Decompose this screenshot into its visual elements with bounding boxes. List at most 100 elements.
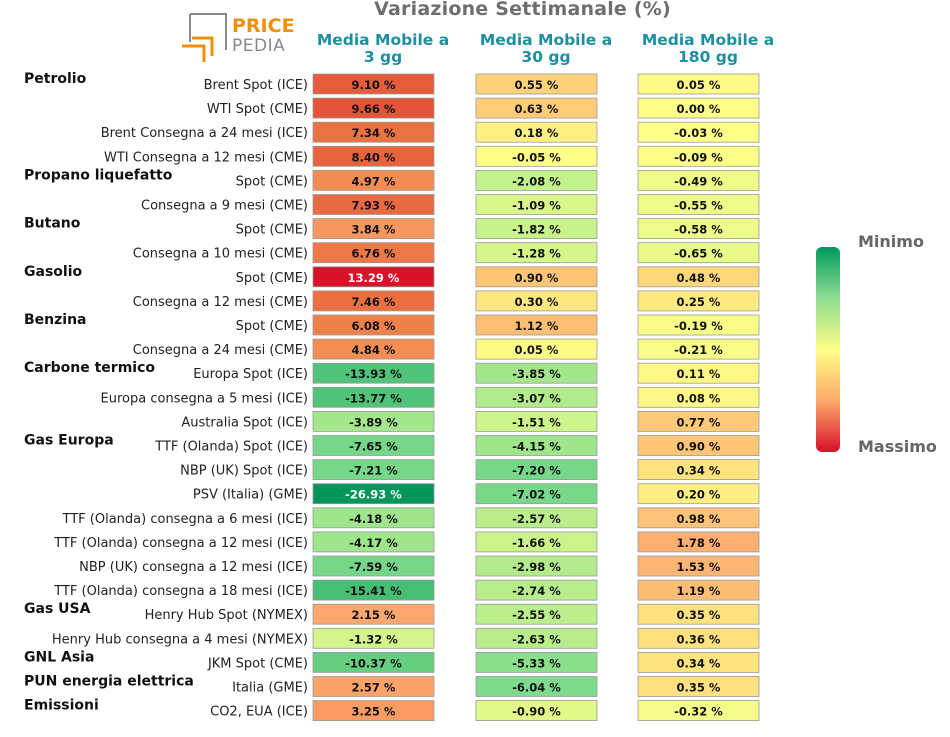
heatmap-cell (637, 531, 760, 553)
heatmap-cell (637, 73, 760, 95)
heatmap-cell (637, 218, 760, 240)
column-header-180gg-text: Media Mobile a 180 gg (641, 31, 775, 66)
cell-value-label: -2.63 % (512, 632, 561, 646)
heatmap-cell (637, 579, 760, 601)
heatmap-cell (312, 579, 435, 601)
cell-value-label: -0.21 % (674, 343, 723, 357)
heatmap-cell (312, 676, 435, 697)
category-label: Gas USA (24, 601, 91, 617)
cell-value-label: 4.84 % (352, 343, 396, 357)
heatmap-cell (475, 410, 598, 432)
heatmap-cell (637, 410, 760, 432)
heatmap-cell (475, 507, 598, 529)
heatmap-cell (312, 73, 435, 95)
cell-value-label: -0.03 % (674, 126, 723, 140)
cell-value-label: 0.90 % (515, 271, 559, 285)
cell-value-label: -1.09 % (512, 199, 561, 213)
cell-value-label: 0.35 % (677, 681, 721, 695)
heatmap-cell (475, 242, 598, 264)
category-label: GNL Asia (24, 649, 94, 665)
heatmap-cell (312, 555, 435, 577)
cell-value-label: 0.08 % (677, 391, 721, 405)
heatmap-cell (312, 362, 435, 384)
row-label: NBP (UK) consegna a 12 mesi (ICE) (79, 560, 308, 575)
cell-value-label: -1.28 % (512, 247, 561, 261)
heatmap-cell (312, 242, 435, 264)
cell-value-label: 3.84 % (352, 223, 396, 237)
heatmap-cell (312, 459, 435, 481)
logo-orange-bracket-icon (182, 44, 206, 62)
heatmap-cell (312, 97, 435, 119)
cell-value-label: 6.08 % (352, 319, 396, 333)
cell-value-label: 6.76 % (352, 247, 396, 261)
cell-value-label: 0.05 % (515, 343, 559, 357)
cell-value-label: -2.98 % (512, 560, 561, 574)
cell-value-label: -2.57 % (512, 512, 561, 526)
category-label: Emissioni (24, 698, 99, 714)
row-label: Europa consegna a 5 mesi (ICE) (101, 391, 308, 406)
heatmap-cell (475, 169, 598, 191)
cell-value-label: 0.00 % (677, 102, 721, 116)
cell-value-label: 9.66 % (352, 102, 396, 116)
cell-value-label: -1.82 % (512, 223, 561, 237)
cell-value-label: 0.90 % (677, 440, 721, 454)
row-label: Henry Hub Spot (NYMEX) (145, 608, 308, 623)
heatmap-cell (475, 218, 598, 240)
row-label: Henry Hub consegna a 4 mesi (NYMEX) (52, 632, 308, 647)
heatmap-cell (475, 676, 598, 697)
cell-value-label: 0.36 % (677, 632, 721, 646)
legend-min-label: Minimo (858, 232, 924, 251)
heatmap-cell (637, 266, 760, 288)
category-label: Petrolio (24, 71, 87, 87)
heatmap-cell (637, 121, 760, 143)
category-label: Carbone termico (24, 360, 155, 376)
heatmap-cell (475, 121, 598, 143)
cell-value-label: -0.09 % (674, 150, 723, 164)
cell-value-label: -0.90 % (512, 705, 561, 719)
category-label: Benzina (24, 312, 87, 328)
cell-value-label: -4.17 % (349, 536, 398, 550)
heatmap-cell (312, 507, 435, 529)
cell-value-label: -7.59 % (349, 560, 398, 574)
heatmap-cell (312, 314, 435, 336)
legend-color-bar (816, 247, 840, 452)
heatmap-cell (312, 145, 435, 167)
heatmap-cell (637, 555, 760, 577)
logo-text-pedia: PEDIA (232, 36, 285, 56)
heatmap-cell (637, 145, 760, 167)
row-label: PSV (Italia) (GME) (193, 488, 308, 503)
cell-value-label: -2.74 % (512, 584, 561, 598)
cell-value-label: -3.85 % (512, 367, 561, 381)
cell-value-label: -10.37 % (345, 656, 402, 670)
chart-title: Variazione Settimanale (%) (374, 0, 671, 20)
cell-value-label: 0.55 % (515, 78, 559, 92)
row-label: WTI Spot (CME) (207, 102, 308, 117)
heatmap-cell (312, 121, 435, 143)
cell-value-label: -26.93 % (345, 488, 402, 502)
row-label: TTF (Olanda) consegna a 12 mesi (ICE) (53, 536, 308, 551)
heatmap-cell (312, 194, 435, 215)
cell-value-label: 13.29 % (348, 271, 400, 285)
heatmap-cell (637, 652, 760, 673)
cell-value-label: -6.04 % (512, 681, 561, 695)
heatmap-cell (312, 386, 435, 408)
heatmap-cell (475, 290, 598, 312)
heatmap-cell (637, 97, 760, 119)
cell-value-label: 2.57 % (352, 681, 396, 695)
cell-value-label: 9.10 % (352, 78, 396, 92)
cell-value-label: -0.49 % (674, 174, 723, 188)
heatmap-cell (637, 627, 760, 649)
cell-value-label: -0.19 % (674, 319, 723, 333)
heatmap-cell (312, 218, 435, 240)
pricepedia-logo: PRICE PEDIA (182, 13, 295, 62)
heatmap-cell (637, 459, 760, 481)
cell-value-label: -7.20 % (512, 464, 561, 478)
cell-value-label: 1.19 % (677, 584, 721, 598)
cell-value-label: -13.77 % (345, 391, 402, 405)
cell-value-label: -13.93 % (345, 367, 402, 381)
heatmap-cell (475, 555, 598, 577)
cell-value-label: 2.15 % (352, 608, 396, 622)
heatmap-cell (475, 145, 598, 167)
row-label: WTI Consegna a 12 mesi (CME) (104, 150, 308, 165)
